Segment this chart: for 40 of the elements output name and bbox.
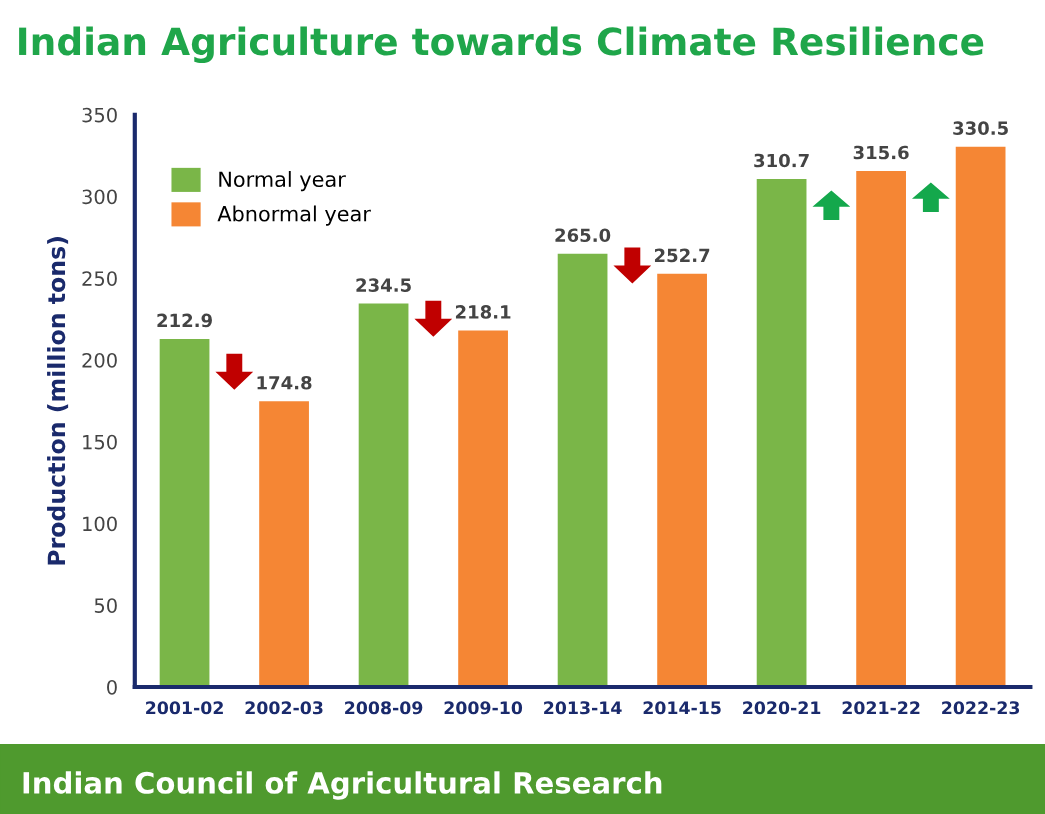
text: 315.6 (853, 145, 909, 160)
bar (756, 179, 807, 688)
x-tick-label: 2002-03 (245, 701, 323, 715)
x-tick-label: 2021-22 (842, 701, 920, 715)
x-tick-label: 2013-14 (544, 701, 622, 715)
x-tick-label: 2008-09 (345, 701, 423, 715)
y-tick-label: 300 (82, 189, 117, 205)
text: 330.5 (953, 121, 1008, 135)
text: Indian Council of Agricultural Research (23, 771, 662, 800)
x-tick-label: 2020-21 (743, 701, 821, 715)
y-tick-label: 100 (83, 516, 117, 532)
y-tick-label: 150 (83, 434, 117, 450)
chart-title: Indian Agriculture towards Climate Resilience (19, 26, 984, 64)
x-tick-label: 2009-10 (444, 701, 523, 715)
bar (458, 330, 508, 688)
x-tick-label: 2001-02 (146, 701, 223, 715)
y-tick-label: 250 (82, 271, 117, 286)
text: 252.7 (654, 248, 710, 263)
x-tick-label: 2014-15 (643, 701, 721, 715)
bar (358, 303, 409, 688)
legend-label: Abnormal year (217, 205, 371, 226)
y-tick-label: 0 (107, 679, 117, 695)
bar (159, 338, 210, 688)
y-tick-label: 200 (82, 352, 117, 368)
bar (955, 146, 1006, 688)
text: 234.5 (356, 278, 411, 292)
y-tick-label: 50 (94, 598, 117, 613)
x-tick-label: 2022-23 (942, 701, 1020, 715)
y-axis-title: Production (million tons) (47, 237, 69, 565)
text: 212.9 (157, 313, 212, 328)
bar (557, 253, 608, 688)
text: 174.8 (257, 375, 312, 390)
text: 218.1 (455, 305, 511, 319)
text: 265.0 (555, 228, 611, 243)
bar (657, 273, 707, 688)
bar (259, 401, 309, 688)
text: 310.7 (754, 153, 809, 168)
bar (856, 171, 906, 688)
y-tick-label: 350 (82, 107, 117, 123)
legend-label: Normal year (219, 170, 346, 192)
